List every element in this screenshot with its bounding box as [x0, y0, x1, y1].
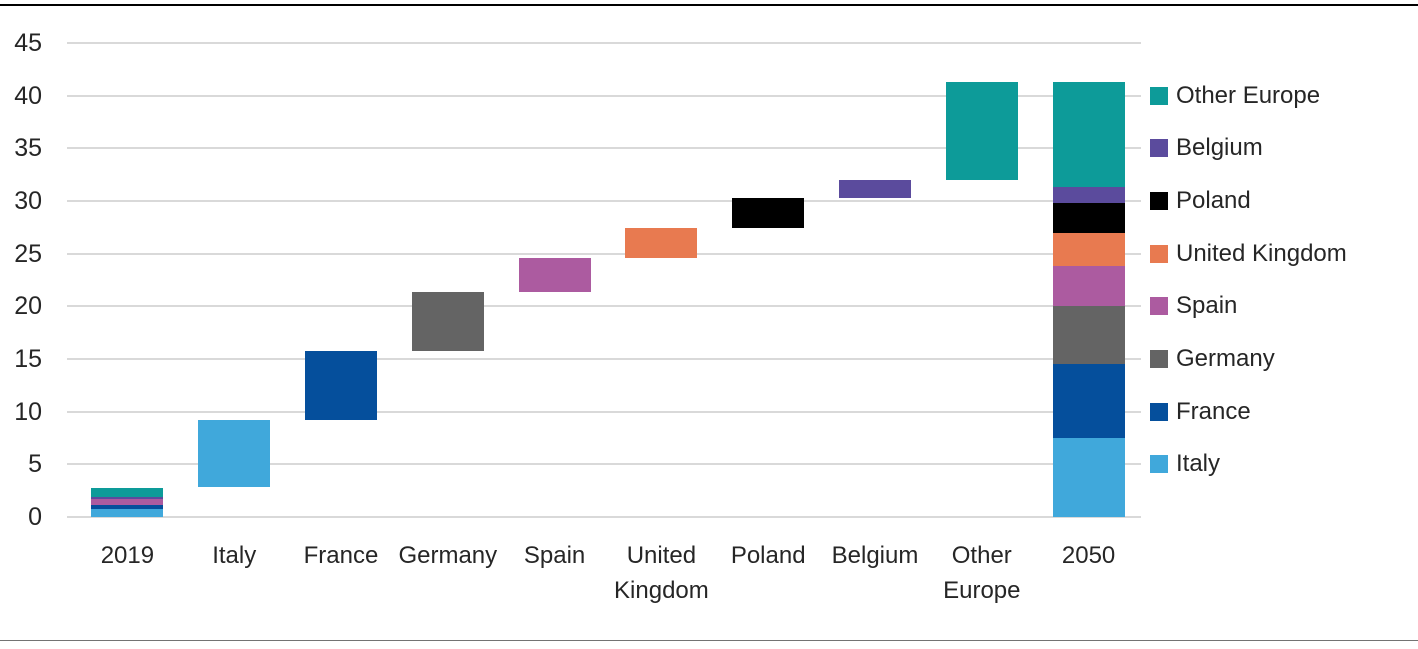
legend-item-other-europe: Other Europe: [1150, 81, 1321, 109]
bar-segment-belgium: [1052, 187, 1125, 204]
legend-label: Other Europe: [1176, 81, 1321, 109]
bar-segment-spain: [518, 257, 591, 292]
legend-label: Germany: [1176, 345, 1275, 372]
bar-segment-belgium: [91, 496, 164, 500]
gridline: [67, 252, 1141, 255]
gridline: [67, 463, 1141, 466]
y-axis-tick-label: 35: [14, 134, 42, 163]
bar-segment-spain: [1052, 266, 1125, 307]
gridline: [67, 94, 1141, 97]
gridline: [67, 358, 1141, 360]
y-axis-tick-label: 15: [14, 345, 42, 373]
legend-swatch-icon: [1150, 192, 1168, 210]
gridline: [67, 516, 1141, 518]
bar-segment-other-europe: [1052, 81, 1125, 188]
legend-swatch-icon: [1150, 402, 1168, 421]
legend-item-italy: Italy: [1150, 450, 1221, 478]
bar-segment-poland: [732, 197, 805, 229]
legend-item-poland: Poland: [1150, 187, 1251, 214]
x-axis-tick-label: United Kingdom: [614, 542, 709, 604]
legend-label: Belgium: [1176, 134, 1263, 162]
legend-item-united-kingdom: United Kingdom: [1150, 239, 1347, 267]
bar-segment-united-kingdom: [1052, 232, 1125, 267]
top-border-line: [0, 4, 1418, 6]
y-axis-tick-label: 45: [14, 29, 42, 57]
legend-item-belgium: Belgium: [1150, 134, 1263, 162]
gridline: [67, 147, 1141, 150]
bar-segment-germany: [1052, 306, 1125, 365]
bar-segment-italy: [91, 508, 164, 517]
legend-swatch-icon: [1150, 86, 1168, 105]
x-axis-tick-label: 2019: [100, 542, 155, 569]
bar-segment-belgium: [839, 179, 911, 198]
x-axis-tick-label: Spain: [523, 542, 586, 569]
legend-swatch-icon: [1150, 297, 1168, 316]
x-axis-tick-label: 2050: [1061, 542, 1116, 569]
gridline: [67, 42, 1141, 44]
bar-segment-france: [305, 350, 377, 421]
legend-label: Italy: [1176, 450, 1221, 478]
legend-item-germany: Germany: [1150, 345, 1275, 372]
legend-label: Poland: [1176, 187, 1251, 214]
legend-swatch-icon: [1150, 139, 1168, 158]
bar-segment-poland: [1052, 203, 1125, 233]
gridline: [67, 410, 1141, 413]
x-axis-tick-label: France: [303, 542, 379, 569]
legend-swatch-icon: [1150, 244, 1168, 263]
bar-segment-france: [1052, 364, 1125, 438]
legend-label: France: [1176, 397, 1251, 425]
bar-segment-other-europe: [945, 81, 1018, 180]
y-axis-tick-label: 20: [14, 292, 42, 321]
x-axis-tick-label: Other Europe: [943, 542, 1021, 604]
x-axis-tick-label: Poland: [730, 542, 806, 569]
legend-label: United Kingdom: [1176, 239, 1347, 267]
x-axis-tick-label: Italy: [212, 542, 257, 569]
x-axis-tick-label: Germany: [398, 542, 498, 569]
bar-segment-germany: [411, 291, 484, 351]
bar-segment-other-europe: [91, 487, 164, 497]
y-axis-tick-label: 0: [28, 503, 42, 531]
y-axis-tick-label: 5: [28, 450, 42, 479]
bar-segment-france: [91, 504, 164, 509]
y-axis-tick-label: 25: [14, 239, 42, 268]
bottom-border-line: [0, 640, 1418, 641]
bar-segment-italy: [198, 420, 271, 488]
bar-segment-united-kingdom: [625, 228, 698, 258]
legend-item-spain: Spain: [1150, 292, 1238, 320]
gridline: [67, 305, 1141, 308]
y-axis-tick-label: 40: [14, 81, 42, 110]
y-axis-tick-label: 10: [14, 397, 42, 426]
bar-segment-italy: [1052, 438, 1125, 517]
legend-swatch-icon: [1150, 350, 1168, 368]
gridline: [67, 200, 1141, 202]
legend-item-france: France: [1150, 397, 1251, 425]
legend-label: Spain: [1176, 292, 1238, 320]
x-axis-tick-label: Belgium: [831, 542, 919, 569]
legend-swatch-icon: [1150, 455, 1168, 474]
bar-segment-spain: [91, 499, 164, 505]
y-axis-tick-label: 30: [14, 187, 42, 215]
